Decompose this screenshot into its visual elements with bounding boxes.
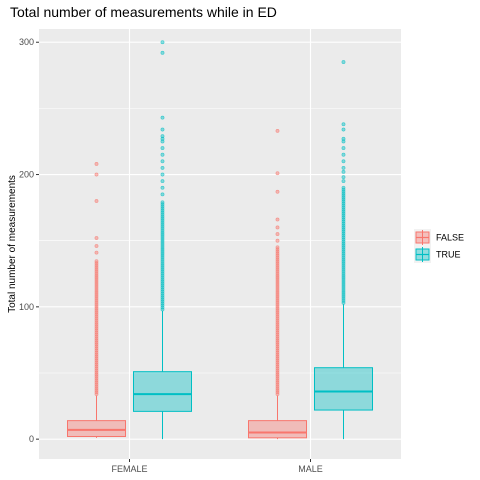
box-true-female [133, 40, 192, 440]
outlier-point [275, 128, 280, 133]
y-tick-label: 0 [29, 434, 34, 444]
outlier-point [94, 199, 99, 203]
y-tick-label: 300 [19, 37, 34, 47]
grid-lines [39, 29, 401, 459]
outlier-point [94, 250, 99, 255]
outlier-point [160, 127, 165, 132]
outlier-point [160, 115, 165, 120]
plot-panel [39, 29, 401, 459]
outlier-point [275, 238, 280, 243]
outlier-point [341, 175, 346, 180]
outlier-point [341, 152, 346, 157]
box-body [314, 367, 373, 411]
outlier-point [341, 159, 346, 164]
outlier-point [160, 166, 165, 170]
outlier-point [341, 136, 346, 141]
box-body [248, 420, 307, 439]
outlier-point [160, 172, 165, 177]
y-axis: 0 100 200 300 [19, 37, 39, 444]
box-false-male [248, 128, 307, 440]
outlier-point [341, 60, 346, 64]
chart-title: Total number of measurements while in ED [10, 4, 277, 20]
box-body [67, 420, 126, 438]
legend: FALSE TRUE [414, 229, 464, 263]
box-false-female [67, 162, 126, 438]
outlier-point [160, 136, 165, 141]
outlier-point [160, 185, 165, 190]
outlier-point [160, 159, 165, 164]
outlier-point [94, 172, 99, 177]
outlier-point [341, 127, 346, 132]
outlier-point [160, 134, 165, 139]
outlier-point [341, 179, 346, 184]
y-tick-label: 100 [19, 302, 34, 312]
outlier-point [275, 171, 280, 176]
outlier-point [160, 40, 165, 45]
outlier-point [275, 225, 280, 230]
outlier-point [94, 259, 99, 264]
y-tick-label: 200 [19, 170, 34, 180]
outlier-point [275, 232, 280, 236]
box-true-male [314, 60, 373, 440]
outlier-point [94, 244, 99, 248]
outlier-point [341, 139, 346, 144]
x-tick-label: FEMALE [111, 464, 147, 474]
outlier-point [275, 189, 280, 194]
y-axis-title: Total number of measurements [7, 175, 18, 313]
outlier-point [160, 50, 165, 55]
outlier-point [160, 146, 165, 150]
outlier-point [341, 146, 346, 150]
outlier-point [94, 162, 99, 166]
box-series [67, 40, 373, 440]
x-axis: FEMALE MALE [111, 459, 323, 474]
box-body [133, 371, 192, 412]
legend-label: FALSE [436, 233, 464, 243]
outlier-point [160, 152, 165, 157]
x-tick-label: MALE [298, 464, 323, 474]
outlier-point [94, 236, 99, 240]
outlier-point [160, 139, 165, 144]
outlier-point [341, 169, 346, 174]
outlier-point [160, 192, 165, 197]
outlier-point [341, 166, 346, 170]
outlier-point [275, 245, 280, 250]
outlier-point [160, 200, 165, 205]
outlier-point [341, 185, 346, 190]
outlier-point [341, 122, 346, 127]
outlier-point [160, 179, 165, 184]
legend-label: TRUE [436, 250, 461, 260]
outlier-point [275, 217, 280, 222]
